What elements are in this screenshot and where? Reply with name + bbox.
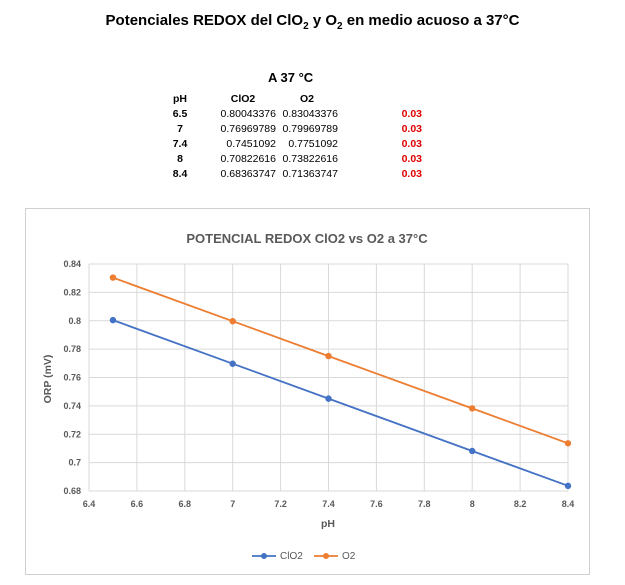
x-tick-label: 8 [470, 499, 475, 509]
y-tick-label: 0.8 [68, 316, 81, 326]
page-title: Potenciales REDOX del ClO2 y O2 en medio… [105, 12, 520, 32]
data-point-o2 [325, 352, 332, 360]
data-point-o2 [469, 405, 476, 412]
data-point-clo2 [564, 482, 572, 490]
table-row: 8 0.70822616 0.73822616 0.03 [150, 152, 422, 167]
cell-ph: 8 [177, 153, 183, 165]
x-tick-label: 6.4 [83, 499, 96, 509]
cell-diff: 0.03 [401, 123, 422, 135]
y-tick-label: 0.72 [63, 429, 81, 439]
legend-marker-clo2 [261, 553, 267, 559]
cell-clo2: 0.70822616 [220, 153, 276, 165]
cell-ph: 6.5 [172, 108, 188, 120]
legend: ClO2 O2 [252, 551, 356, 562]
tick-labels: 0.68 0.7 0.72 0.74 0.76 0.78 0.8 0.82 0.84 6.4 6.6… [63, 259, 574, 509]
cell-o2: 0.83043376 [282, 108, 338, 120]
gridlines [88, 263, 569, 492]
data-point-clo2 [325, 395, 332, 402]
y-tick-label: 0.84 [63, 259, 81, 269]
y-tick-label: 0.74 [63, 401, 81, 411]
x-tick-label: 8.4 [562, 499, 575, 509]
y-axis-label: ORP (mV) [42, 355, 54, 404]
cell-ph: 8.4 [172, 168, 188, 180]
x-tick-label: 8.2 [514, 499, 527, 509]
chart-frame: POTENCIAL REDOX ClO2 vs O2 a 37°C 0.68 0.… [25, 208, 590, 575]
cell-clo2: 0.80043376 [220, 108, 276, 120]
cell-ph: 7.4 [172, 138, 188, 150]
series-line-clo2 [112, 319, 569, 487]
data-point-clo2 [229, 360, 236, 367]
x-tick-label: 6.8 [179, 499, 192, 509]
cell-diff: 0.03 [401, 108, 422, 120]
x-tick-label: 7.6 [370, 499, 383, 509]
table-row: 7.4 0.7451092 0.7751092 0.03 [150, 137, 422, 152]
header-clo2: ClO2 [230, 93, 256, 105]
cell-clo2: 0.68363747 [220, 168, 276, 180]
data-point-o2 [109, 274, 117, 281]
table-row: 8.4 0.68363747 0.71363747 0.03 [150, 167, 422, 182]
y-tick-label: 0.82 [63, 287, 81, 297]
legend-entry-o2: O2 [342, 551, 356, 562]
cell-clo2: 0.7451092 [226, 138, 276, 150]
data-point-clo2 [109, 316, 117, 324]
header-diff [338, 92, 422, 107]
x-tick-label: 7.4 [322, 499, 335, 509]
x-tick-label: 7 [230, 499, 235, 509]
table-header-row: pH ClO2 O2 [150, 92, 422, 107]
x-tick-label: 7.8 [418, 499, 431, 509]
cell-o2: 0.7751092 [288, 138, 338, 150]
y-tick-label: 0.7 [68, 458, 81, 468]
x-tick-label: 6.6 [131, 499, 144, 509]
cell-o2: 0.73822616 [282, 153, 338, 165]
legend-marker-o2 [323, 553, 329, 559]
chart-title: POTENCIAL REDOX ClO2 vs O2 a 37°C [186, 231, 428, 246]
y-tick-label: 0.76 [63, 373, 81, 383]
cell-diff: 0.03 [401, 138, 422, 150]
data-point-o2 [229, 317, 236, 325]
x-tick-label: 7.2 [274, 499, 287, 509]
table-row: 7 0.76969789 0.79969789 0.03 [150, 122, 422, 137]
legend-entry-clo2: ClO2 [280, 551, 303, 562]
series-line-o2 [112, 276, 569, 445]
series-layer [109, 274, 572, 490]
header-ph: pH [173, 93, 187, 105]
table-row: 6.5 0.80043376 0.83043376 0.03 [150, 107, 422, 122]
cell-diff: 0.03 [401, 153, 422, 165]
cell-ph: 7 [177, 123, 183, 135]
table-heading: A 37 °C [268, 70, 314, 85]
line-chart: POTENCIAL REDOX ClO2 vs O2 a 37°C 0.680.… [42, 231, 574, 562]
cell-clo2: 0.76969789 [220, 123, 276, 135]
data-point-clo2 [469, 447, 476, 455]
cell-o2: 0.71363747 [282, 168, 338, 180]
cell-diff: 0.03 [401, 168, 422, 180]
data-point-o2 [564, 440, 572, 447]
y-tick-label: 0.78 [63, 344, 81, 354]
x-axis-label: pH [321, 518, 335, 530]
y-tick-label: 0.68 [63, 486, 81, 496]
cell-o2: 0.79969789 [282, 123, 338, 135]
data-table: pH ClO2 O2 6.5 0.80043376 0.83043376 0.0… [150, 92, 422, 182]
header-o2: O2 [299, 93, 314, 105]
